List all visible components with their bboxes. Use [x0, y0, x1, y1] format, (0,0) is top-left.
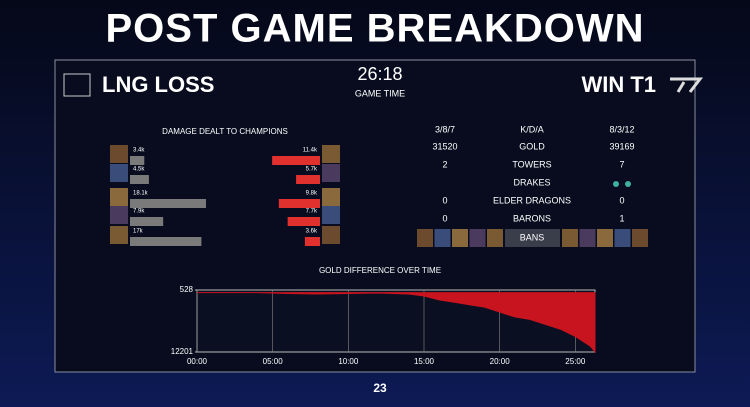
right-team: WIN T1	[581, 72, 656, 97]
x-tick-label: 00:00	[187, 357, 208, 366]
ban-icon	[614, 229, 631, 247]
left-stat: 3/8/7	[435, 124, 455, 134]
damage-label: 4.5k	[133, 167, 145, 173]
stat-label: K/D/A	[520, 124, 544, 134]
left-stat: 0	[442, 213, 447, 223]
damage-label: 9.8k	[306, 191, 318, 197]
damage-bar	[130, 175, 149, 184]
damage-label: 3.4k	[133, 148, 145, 154]
champion-icon	[110, 226, 128, 244]
right-stat: 8/3/12	[609, 124, 634, 134]
stat-label: BARONS	[513, 213, 551, 223]
ban-icon	[417, 229, 433, 247]
damage-label: 11.4k	[303, 148, 318, 154]
drake-icon	[625, 181, 631, 187]
gold-diff-area	[197, 292, 596, 354]
damage-bar	[130, 217, 164, 226]
ban-icon	[452, 229, 468, 247]
damage-bar	[304, 237, 320, 246]
t1-logo	[670, 77, 704, 93]
stat-label: ELDER DRAGONS	[493, 195, 571, 205]
damage-bar	[296, 175, 320, 184]
right-stat: 39169	[609, 141, 634, 151]
champion-icon	[110, 206, 128, 224]
right-stat: 1	[619, 213, 624, 223]
damage-bar	[278, 199, 320, 208]
left-stat: 0	[442, 195, 447, 205]
stat-label: BANS	[520, 232, 545, 242]
left-team: LNG LOSS	[102, 72, 214, 97]
champion-icon	[322, 226, 340, 244]
x-tick-label: 05:00	[263, 357, 284, 366]
game-time-label: GAME TIME	[355, 88, 405, 98]
champion-icon	[322, 164, 340, 182]
champion-icon	[110, 164, 128, 182]
champion-icon	[322, 188, 340, 206]
damage-bar	[130, 156, 145, 165]
x-tick-label: 25:00	[565, 357, 586, 366]
page-title: POST GAME BREAKDOWN	[106, 7, 645, 51]
stat-label: DRAKES	[513, 177, 550, 187]
chart-title: GOLD DIFFERENCE OVER TIME	[319, 266, 441, 275]
left-stat: 31520	[432, 141, 457, 151]
damage-label: 7.9k	[133, 209, 145, 215]
event-logo: 23	[373, 381, 387, 395]
ban-icon	[597, 229, 613, 247]
damage-bar	[272, 156, 320, 165]
ban-icon	[469, 229, 486, 247]
stat-label: TOWERS	[512, 159, 551, 169]
y-tick-label: 528	[180, 285, 194, 294]
chart-title: DAMAGE DEALT TO CHAMPIONS	[162, 127, 288, 136]
champion-icon	[110, 188, 128, 206]
champion-icon	[110, 145, 128, 163]
damage-label: 5.7k	[306, 167, 318, 173]
stat-label: GOLD	[519, 141, 545, 151]
right-stat: 7	[619, 159, 624, 169]
y-tick-label: 12201	[171, 347, 194, 356]
game-time: 26:18	[357, 64, 402, 84]
bans-band	[505, 229, 560, 247]
champion-icon	[322, 206, 340, 224]
ban-icon	[487, 229, 503, 247]
damage-label: 7.7k	[306, 209, 318, 215]
damage-label: 17k	[133, 229, 144, 235]
x-tick-label: 20:00	[490, 357, 511, 366]
drake-icon	[613, 181, 619, 187]
damage-bar	[130, 237, 202, 246]
lng-logo	[63, 73, 91, 97]
damage-bar	[130, 199, 207, 208]
damage-label: 18.1k	[133, 191, 149, 197]
ban-icon	[434, 229, 451, 247]
ban-icon	[579, 229, 596, 247]
left-stat: 2	[442, 159, 447, 169]
x-tick-label: 10:00	[338, 357, 359, 366]
x-tick-label: 15:00	[414, 357, 435, 366]
champion-icon	[322, 145, 340, 163]
ban-icon	[632, 229, 648, 247]
right-stat: 0	[619, 195, 624, 205]
ban-icon	[562, 229, 578, 247]
damage-bar	[287, 217, 320, 226]
damage-label: 3.6k	[306, 229, 318, 235]
